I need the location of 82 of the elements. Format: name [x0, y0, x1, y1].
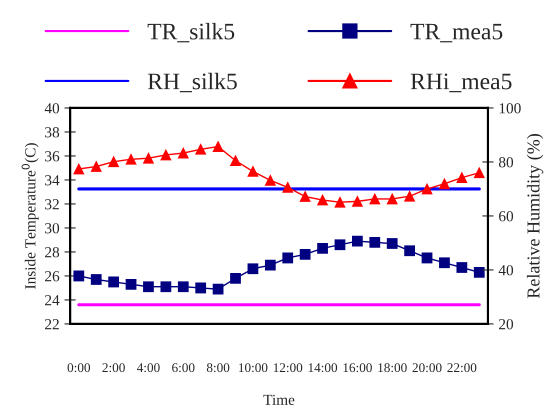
x-tick-label: 22:00: [447, 363, 476, 372]
point: [126, 154, 136, 165]
point: [282, 182, 294, 193]
point: [212, 284, 224, 295]
x-tick-label: 20:00: [412, 363, 442, 372]
x-tick-label: 18:00: [378, 363, 407, 372]
point: [126, 278, 136, 290]
point: [178, 281, 189, 292]
x-tick-label: 10:00: [239, 363, 268, 372]
point: [317, 194, 328, 206]
x-tick-label: 8:00: [206, 363, 230, 372]
point: [178, 148, 189, 158]
y-tick-label: 22: [45, 319, 59, 330]
legend-label: TR_mea5: [410, 24, 502, 42]
point: [90, 161, 102, 172]
point: [143, 281, 154, 292]
legend-label: TR_silk5: [148, 22, 234, 42]
point: [439, 257, 450, 268]
point: [108, 156, 120, 168]
point: [474, 167, 485, 178]
point: [230, 272, 241, 284]
x-tick-label: 0:00: [68, 363, 90, 372]
point: [369, 236, 380, 248]
point: [404, 190, 415, 202]
point: [300, 191, 311, 202]
point: [108, 276, 120, 288]
point: [73, 270, 84, 282]
point: [73, 164, 84, 174]
x-tick-label: 16:00: [344, 363, 372, 372]
y2-axis-title: Relative Humidity (%): [526, 134, 544, 298]
y-axis-title: Inside Temperature$^{0}$(C): [22, 143, 39, 289]
x-tick-label: 14:00: [308, 363, 338, 372]
point: [195, 282, 206, 294]
point: [422, 184, 432, 194]
y2-tick-label: 40: [498, 265, 514, 276]
point: [230, 155, 241, 166]
point: [264, 260, 276, 271]
point: [282, 252, 294, 264]
y-tick-label: 36: [45, 151, 60, 162]
point: [352, 236, 363, 247]
y-tick-label: 32: [45, 199, 59, 210]
x-tick-label: 12:00: [274, 363, 302, 372]
point: [422, 252, 432, 264]
x-tick-label: 6:00: [172, 363, 194, 372]
x-tick-label: 4:00: [136, 363, 160, 372]
x-tick-label: 2:00: [102, 363, 125, 372]
point: [386, 238, 398, 249]
legend-label: RHi_mea5: [410, 74, 512, 92]
point: [456, 262, 468, 273]
point: [386, 194, 398, 204]
point: [474, 266, 485, 278]
point: [439, 178, 450, 190]
point: [300, 248, 311, 260]
y-tick-label: 34: [45, 175, 60, 186]
point: [143, 152, 154, 164]
y2-tick-label: 20: [499, 319, 514, 330]
point: [195, 144, 206, 155]
legend-label: RH_silk5: [148, 72, 237, 92]
y2-tick-label: 60: [499, 211, 514, 222]
point: [160, 281, 172, 292]
y2-tick-label: 80: [498, 157, 514, 168]
x-axis-title: Time: [263, 394, 294, 405]
y-tick-label: 30: [45, 223, 60, 234]
y-tick-label: 38: [45, 127, 60, 138]
y-tick-label: 24: [45, 295, 60, 306]
point: [317, 242, 328, 254]
point: [334, 196, 346, 208]
y-tick-label: 28: [45, 247, 60, 258]
point: [334, 239, 346, 250]
point: [404, 245, 415, 256]
point: [369, 194, 380, 204]
point: [212, 141, 224, 152]
y2-tick-label: 100: [500, 103, 521, 114]
point: [160, 150, 172, 160]
point: [248, 263, 258, 274]
point: [352, 196, 363, 207]
point: [264, 174, 276, 186]
y-tick-label: 40: [44, 103, 60, 114]
point: [90, 274, 102, 285]
point: [248, 166, 258, 177]
point: [456, 172, 468, 183]
y-tick-label: 26: [45, 271, 60, 282]
